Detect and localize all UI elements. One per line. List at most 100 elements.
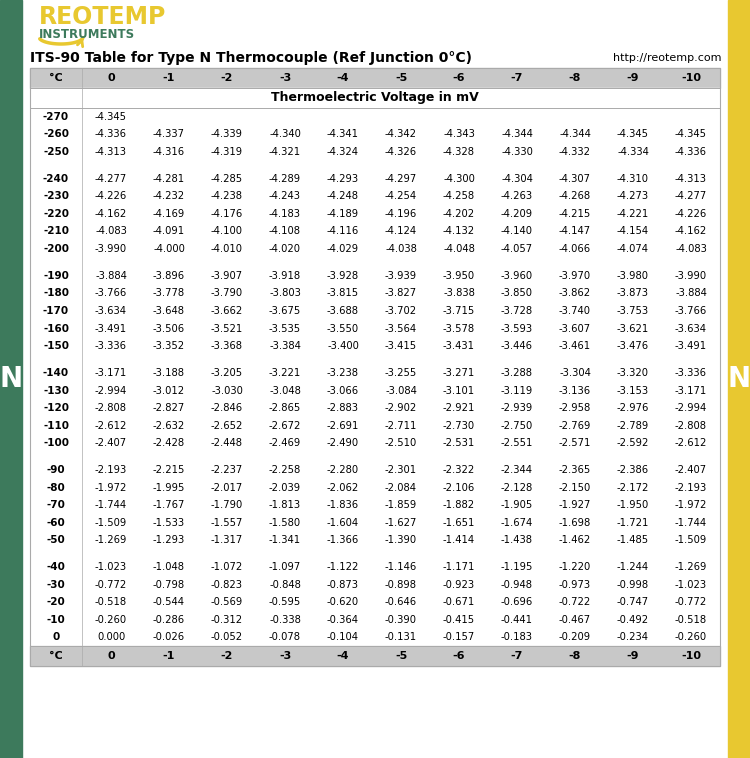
Text: -4.285: -4.285 (211, 174, 243, 184)
Text: -4.326: -4.326 (385, 147, 417, 157)
Text: -0.415: -0.415 (443, 615, 475, 625)
Text: -3.980: -3.980 (617, 271, 649, 281)
Text: -4.209: -4.209 (501, 209, 533, 219)
Text: -3.873: -3.873 (617, 289, 649, 299)
Text: -3.550: -3.550 (327, 324, 359, 334)
Text: -2.280: -2.280 (327, 465, 359, 475)
Text: -3.491: -3.491 (95, 324, 127, 334)
Text: -2.827: -2.827 (153, 403, 185, 413)
Text: -2.672: -2.672 (268, 421, 302, 431)
Text: -0.973: -0.973 (559, 580, 591, 590)
Text: -1.882: -1.882 (443, 500, 475, 510)
Text: -3.728: -3.728 (501, 306, 533, 316)
Text: -30: -30 (46, 580, 65, 590)
Text: -40: -40 (46, 562, 65, 572)
Bar (30, 399, 720, 417)
Text: -0.772: -0.772 (94, 580, 127, 590)
Text: -4.154: -4.154 (617, 227, 649, 236)
Bar (30, 434, 720, 452)
Text: -4.340: -4.340 (269, 130, 301, 139)
Text: -1.414: -1.414 (443, 535, 475, 545)
Text: -4.345: -4.345 (675, 130, 707, 139)
Text: -4.147: -4.147 (559, 227, 591, 236)
Bar (30, 126, 720, 143)
Bar (30, 594, 720, 611)
Text: -1.023: -1.023 (95, 562, 127, 572)
Text: -3.271: -3.271 (442, 368, 476, 378)
Text: -1.790: -1.790 (211, 500, 243, 510)
Text: -4.038: -4.038 (385, 244, 417, 254)
Text: -3.884: -3.884 (95, 271, 127, 281)
Text: -4.344: -4.344 (501, 130, 533, 139)
Text: -3.634: -3.634 (675, 324, 707, 334)
Text: -1.341: -1.341 (269, 535, 301, 545)
Bar (30, 559, 720, 576)
Text: -3.960: -3.960 (501, 271, 533, 281)
Text: -2.215: -2.215 (153, 465, 185, 475)
Text: -0.492: -0.492 (617, 615, 649, 625)
Text: -4.238: -4.238 (211, 191, 243, 202)
Text: -0.671: -0.671 (442, 597, 476, 607)
Text: -3.766: -3.766 (675, 306, 707, 316)
Text: -1.813: -1.813 (269, 500, 301, 510)
Text: -80: -80 (46, 483, 65, 493)
Text: -2.301: -2.301 (385, 465, 417, 475)
Text: -3.506: -3.506 (153, 324, 185, 334)
Text: -0.998: -0.998 (617, 580, 649, 590)
Text: -4.000: -4.000 (153, 244, 185, 254)
Text: -3.688: -3.688 (327, 306, 359, 316)
Text: -20: -20 (46, 597, 65, 607)
Text: -2.084: -2.084 (385, 483, 417, 493)
Text: -3.521: -3.521 (211, 324, 243, 334)
Text: -2.808: -2.808 (95, 403, 127, 413)
Text: -4.343: -4.343 (443, 130, 475, 139)
Text: -2.551: -2.551 (501, 438, 533, 448)
Bar (30, 496, 720, 514)
Text: -250: -250 (43, 147, 69, 157)
Text: -0.569: -0.569 (211, 597, 243, 607)
Bar (0, 0, 22, 758)
Text: -4.313: -4.313 (675, 174, 707, 184)
Text: -2.469: -2.469 (268, 438, 301, 448)
Bar (30, 628, 720, 646)
Text: -3.205: -3.205 (211, 368, 243, 378)
Text: -4.345: -4.345 (617, 130, 649, 139)
Text: -2.150: -2.150 (559, 483, 591, 493)
Text: -1.390: -1.390 (385, 535, 417, 545)
Text: -1.557: -1.557 (211, 518, 243, 528)
Text: -2.632: -2.632 (153, 421, 185, 431)
Text: -4.289: -4.289 (269, 174, 301, 184)
Text: -1: -1 (163, 73, 176, 83)
Bar (728, 0, 750, 758)
Bar (30, 337, 720, 355)
Text: Thermoelectric Voltage in mV: Thermoelectric Voltage in mV (272, 92, 478, 105)
Text: -4.300: -4.300 (443, 174, 475, 184)
Text: -10: -10 (681, 651, 701, 661)
Text: -3.766: -3.766 (94, 289, 127, 299)
Text: -4.336: -4.336 (95, 130, 127, 139)
Text: -4.057: -4.057 (501, 244, 533, 254)
Text: -4.339: -4.339 (211, 130, 243, 139)
Text: -1.859: -1.859 (385, 500, 417, 510)
Text: INSTRUMENTS: INSTRUMENTS (39, 29, 135, 42)
Text: -3.662: -3.662 (211, 306, 243, 316)
Text: -0.026: -0.026 (153, 632, 185, 642)
Text: -160: -160 (43, 324, 69, 334)
Text: -0.518: -0.518 (95, 597, 127, 607)
Text: -2.846: -2.846 (211, 403, 243, 413)
Text: -4.336: -4.336 (675, 147, 707, 157)
Text: -150: -150 (43, 341, 69, 351)
Text: -70: -70 (46, 500, 65, 510)
Text: -2.322: -2.322 (442, 465, 476, 475)
Bar (30, 576, 720, 594)
Text: -10: -10 (46, 615, 65, 625)
Text: -3: -3 (279, 651, 291, 661)
Bar (30, 646, 720, 666)
Text: -2.237: -2.237 (211, 465, 243, 475)
Text: -3.012: -3.012 (153, 386, 185, 396)
Text: -2.193: -2.193 (675, 483, 707, 493)
Text: -0.078: -0.078 (269, 632, 301, 642)
Text: -4.277: -4.277 (675, 191, 707, 202)
Text: -10: -10 (681, 73, 701, 83)
Text: -3.066: -3.066 (327, 386, 359, 396)
